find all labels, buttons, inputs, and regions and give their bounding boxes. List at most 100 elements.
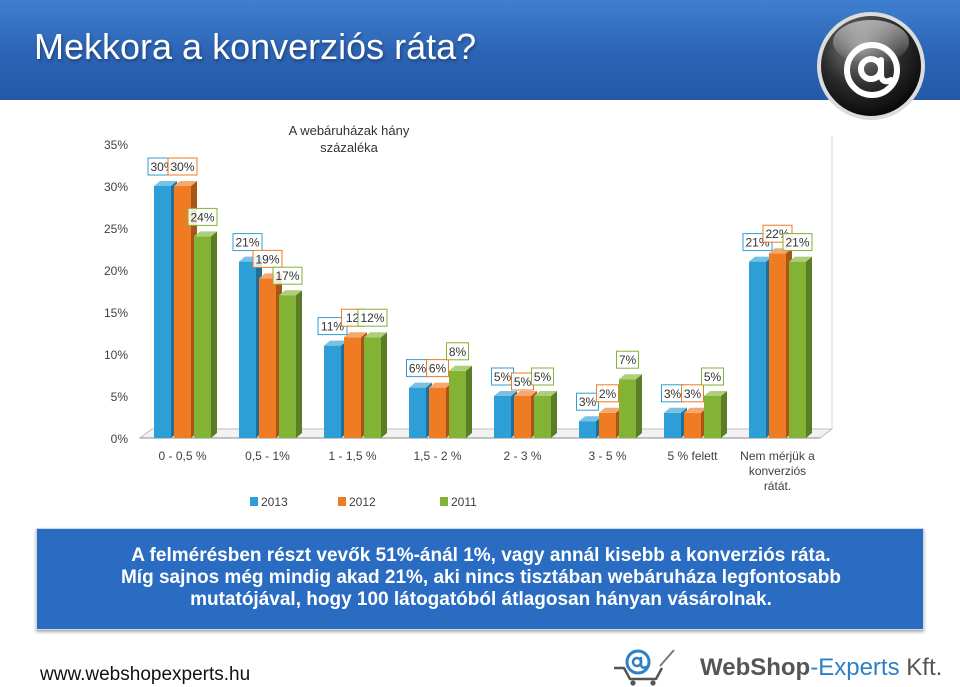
bar-side (806, 256, 812, 438)
brand-part: Kft. (899, 654, 943, 681)
data-label-2011: 12% (357, 308, 388, 327)
svg-text:21%: 21% (785, 236, 809, 250)
y-tick-label: 0% (111, 432, 129, 446)
bar-2013 (154, 186, 171, 438)
bar-2011 (449, 370, 466, 438)
bar-top (789, 256, 812, 262)
email-at-icon (817, 12, 925, 120)
bar-top (344, 332, 367, 338)
bar-2012 (259, 278, 276, 438)
data-label-2011: 21% (782, 233, 813, 252)
bar-side (466, 365, 472, 438)
chart-title: A webáruházak hány (289, 123, 410, 138)
y-tick-label: 5% (111, 390, 129, 404)
bar-top (194, 231, 217, 237)
bar-top (684, 407, 707, 413)
x-tick-label: 0 - 0,5 % (158, 449, 206, 463)
summary-text: A felmérésben részt vevők 51%-ánál 1%, v… (37, 545, 925, 611)
legend-swatch-2011 (440, 497, 448, 506)
legend-label: 2013 (261, 495, 288, 509)
conversion-rate-chart: 0%5%10%15%20%25%30%35% 30%21%11%6%5%3%3%… (104, 123, 834, 509)
summary-line: mutatójával, hogy 100 látogatóból átlago… (190, 589, 772, 610)
bar-side (211, 231, 217, 438)
data-label-2011: 17% (272, 266, 303, 285)
bar-2011 (789, 261, 806, 438)
bar-top (494, 391, 517, 396)
svg-text:12%: 12% (360, 311, 384, 325)
summary-line: A felmérésben részt vevők 51%-ánál 1%, v… (131, 545, 831, 566)
bar-top (154, 181, 177, 186)
y-tick-label: 10% (104, 348, 128, 362)
svg-text:12: 12 (346, 311, 360, 325)
bar-2012 (514, 396, 531, 438)
data-label-2012: 6% (426, 359, 449, 378)
y-tick-label: 15% (104, 306, 128, 320)
bar-side (721, 391, 727, 438)
svg-text:6%: 6% (429, 362, 447, 376)
bar-side (296, 290, 302, 438)
bar-2011 (704, 396, 721, 438)
data-label-2012: 19% (252, 249, 283, 268)
bar-top (429, 382, 452, 388)
bar-top (279, 290, 302, 296)
title-banner: Mekkora a konverziós ráta? (0, 0, 960, 100)
svg-text:8%: 8% (449, 345, 467, 359)
bar-top (534, 391, 557, 396)
x-tick-label: 2 - 3 % (503, 449, 541, 463)
website-url[interactable]: www.webshopexperts.hu (40, 664, 251, 685)
bar-2013 (239, 261, 256, 438)
bar-2011 (534, 396, 551, 438)
data-label-2013: 5% (491, 367, 514, 386)
data-label-2011: 7% (616, 350, 639, 369)
y-tick-label: 20% (104, 264, 128, 278)
x-tick-label: Nem mérjük a (740, 449, 815, 463)
bar-top (514, 391, 537, 396)
svg-text:5%: 5% (704, 370, 722, 384)
svg-text:17%: 17% (275, 269, 299, 283)
svg-text:3%: 3% (684, 387, 702, 401)
data-label-2012: 30% (167, 157, 198, 176)
bar-2013 (409, 387, 426, 438)
chart-title: százaléka (320, 140, 379, 155)
svg-text:24%: 24% (190, 210, 214, 224)
x-tick-label: 3 - 5 % (588, 449, 626, 463)
bar-top (599, 407, 622, 413)
summary-line: Míg sajnos még mindig akad 21%, aki ninc… (120, 567, 842, 588)
svg-text:5%: 5% (514, 375, 532, 389)
brand-part: Experts (818, 654, 900, 681)
svg-text:21%: 21% (235, 236, 259, 250)
svg-text:30%: 30% (170, 160, 194, 174)
brand-part: WebShop (700, 654, 811, 681)
shopping-cart-at-icon (614, 649, 675, 686)
bar-top (409, 382, 432, 388)
bar-2013 (324, 345, 341, 438)
legend-swatch-2013 (250, 497, 258, 506)
svg-text:6%: 6% (409, 362, 427, 376)
svg-text:3%: 3% (664, 387, 682, 401)
bar-2011 (279, 295, 296, 438)
bar-top (364, 332, 387, 338)
company-name: WebShop-Experts Kft. (700, 654, 942, 682)
data-label-2011: 5% (701, 367, 724, 386)
svg-text:2%: 2% (599, 387, 617, 401)
bar-2013 (664, 412, 681, 438)
bar-2012 (429, 387, 446, 438)
data-label-2013: 3% (661, 384, 684, 403)
legend-swatch-2012 (338, 497, 346, 506)
slide-title: Mekkora a konverziós ráta? (34, 26, 477, 67)
x-tick-label: 5 % felett (667, 449, 718, 463)
bar-2013 (494, 396, 511, 438)
bar-2012 (684, 412, 701, 438)
y-tick-label: 25% (104, 222, 128, 236)
svg-text:11%: 11% (321, 320, 344, 334)
x-tick-label: 0,5 - 1% (245, 449, 290, 463)
bar-top (664, 407, 687, 413)
bar-2013 (579, 421, 596, 438)
svg-text:5%: 5% (494, 370, 512, 384)
legend-label: 2012 (349, 495, 376, 509)
y-tick-label: 35% (104, 138, 128, 152)
y-tick-label: 30% (104, 180, 128, 194)
data-label-2011: 24% (187, 207, 218, 226)
data-label-2011: 8% (446, 342, 469, 361)
x-tick-label: 1,5 - 2 % (413, 449, 461, 463)
